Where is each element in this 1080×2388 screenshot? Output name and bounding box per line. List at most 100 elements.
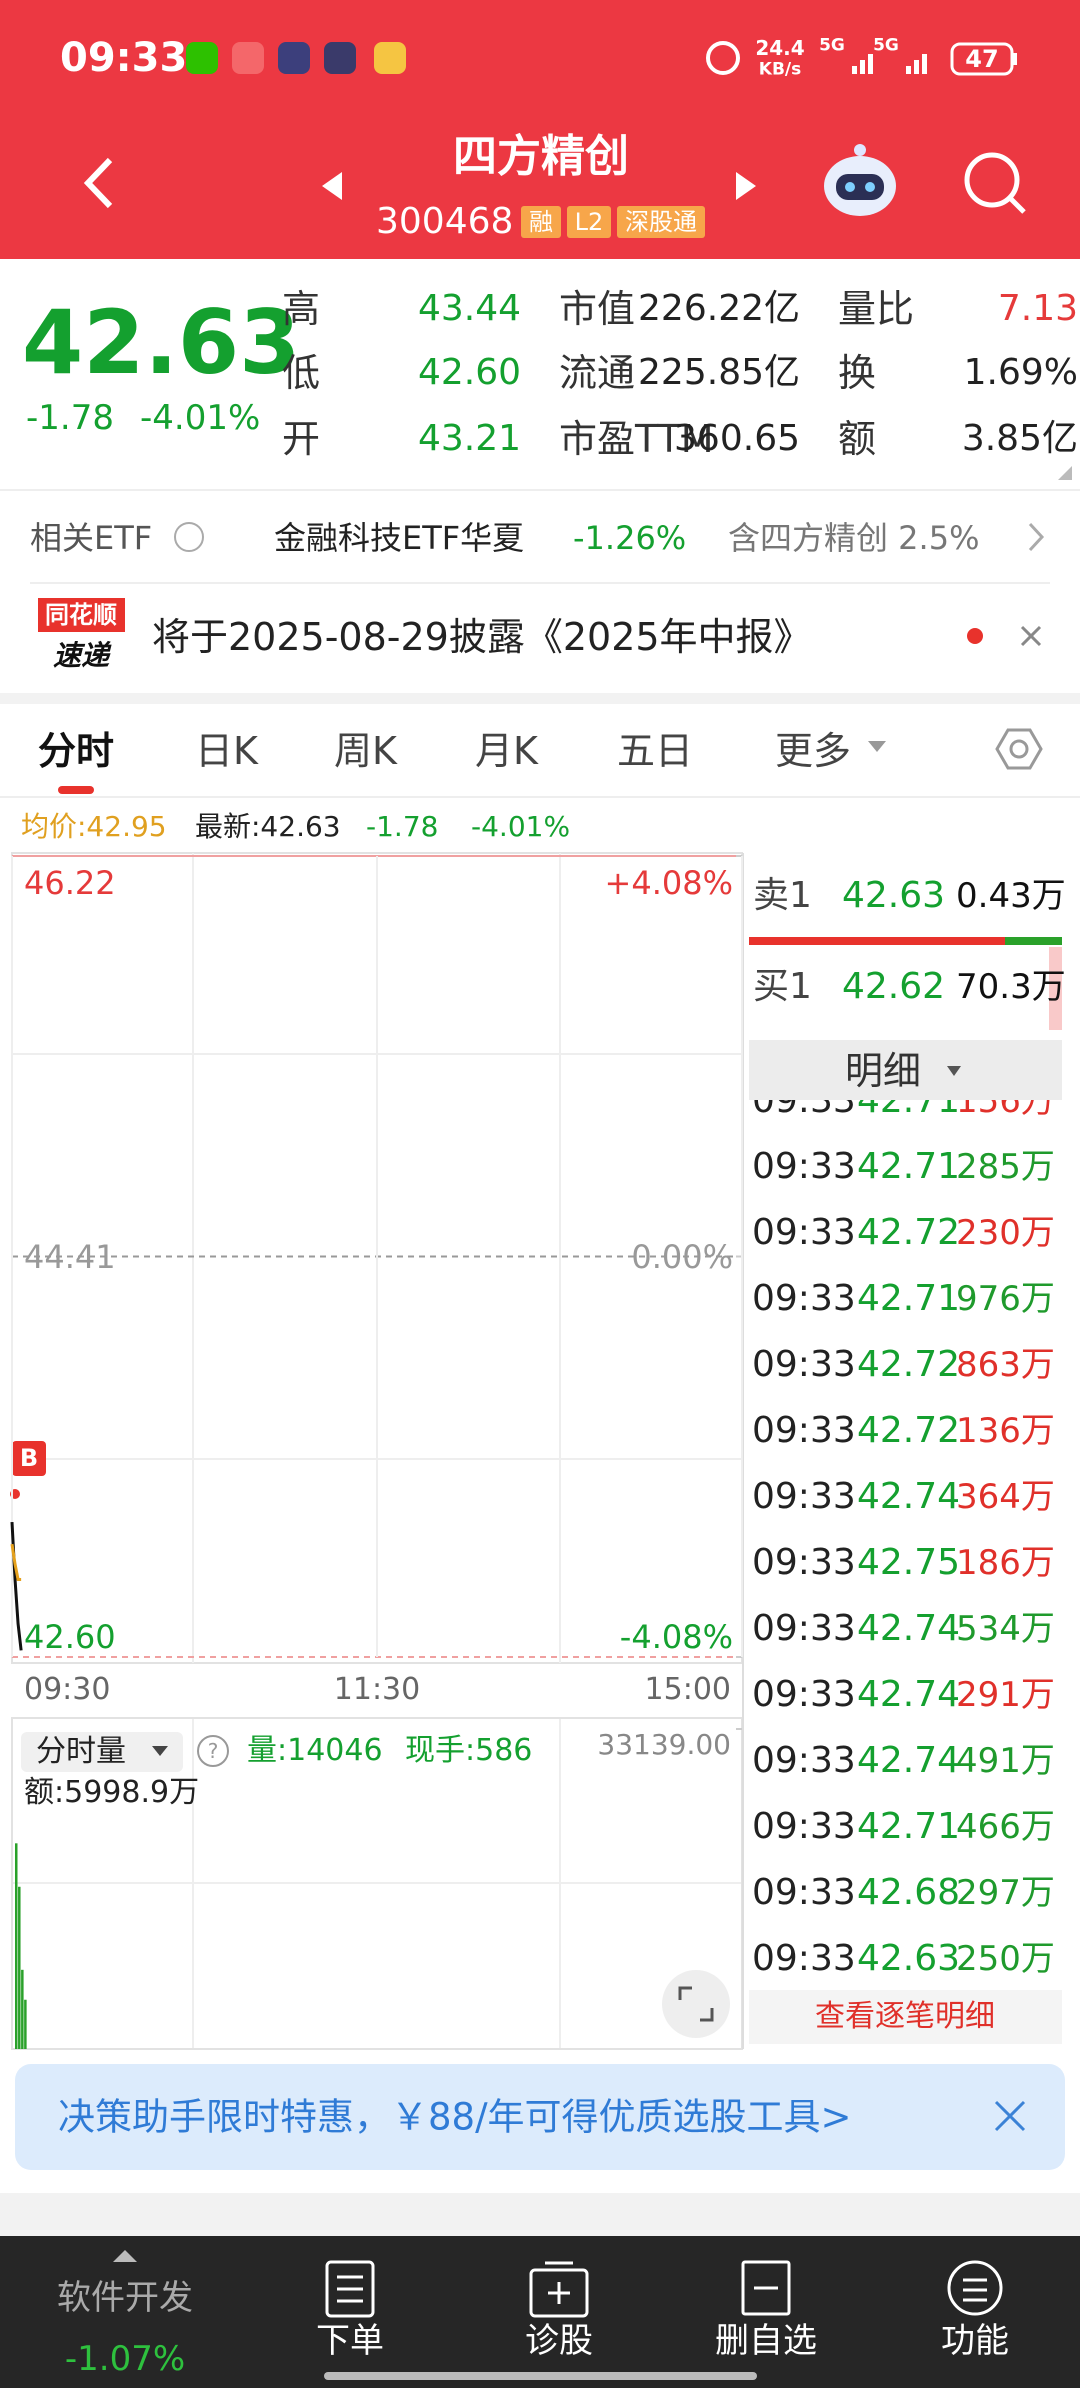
tab[interactable]: 月K — [475, 729, 538, 773]
trade-volume: 466万 — [956, 1807, 1055, 1847]
volume-panel-label[interactable]: 分时量 — [36, 1734, 126, 1769]
x-tick-label: 11:30 — [333, 1672, 421, 1707]
bid-label: 买1 — [753, 966, 812, 1007]
more-trades[interactable]: 查看逐笔明细 — [815, 1999, 995, 2034]
trade-volume: 291万 — [956, 1675, 1055, 1715]
trade-time: 09:33 — [752, 1278, 856, 1319]
y-tick-label: 46.22 — [24, 864, 116, 902]
trade-price: 42.72 — [857, 1344, 961, 1385]
stat-value: 360.65 — [674, 418, 800, 459]
trade-price: 42.71 — [857, 1146, 961, 1187]
trade-time: 09:33 — [752, 1344, 856, 1385]
etf-holding: 含四方精创 2.5% — [728, 519, 980, 557]
sector-name[interactable]: 软件开发 — [57, 2278, 193, 2318]
volume-bar — [21, 1969, 24, 2049]
stat-label: 开 — [282, 417, 321, 461]
ask-volume: 0.43万 — [956, 876, 1066, 916]
volume-bar — [24, 1999, 27, 2049]
detail-button[interactable]: 明细 — [844, 1049, 922, 1093]
nav-item[interactable]: 功能 — [941, 2321, 1009, 2361]
etf-label: 相关ETF — [30, 519, 153, 557]
stat-label: 市盈TTM — [559, 417, 714, 461]
trade-price: 42.63 — [857, 1938, 961, 1978]
price-line — [10, 1521, 23, 1651]
tab[interactable]: 日K — [195, 729, 258, 773]
y-tick-label: 42.60 — [24, 1618, 116, 1656]
trade-time: 09:33 — [752, 1212, 856, 1253]
trade-time: 09:33 — [752, 1608, 856, 1649]
trade-volume: 136万 — [956, 1411, 1055, 1451]
trade-time: 09:33 — [752, 1410, 856, 1451]
stat-label: 额 — [838, 417, 877, 461]
current-hand: 现手:586 — [405, 1733, 533, 1768]
buy-marker: B — [19, 1444, 39, 1472]
trade-time: 09:33 — [752, 1542, 856, 1583]
net-unit: KB/s — [758, 59, 802, 80]
notice-text[interactable]: 将于2025-08-29披露《2025年中报》 — [152, 615, 812, 659]
trade-volume: 863万 — [956, 1345, 1055, 1385]
trade-volume: 156万 — [956, 1100, 1055, 1121]
trade-price: 42.75 — [857, 1542, 961, 1583]
tab[interactable]: 分时 — [38, 729, 115, 773]
nav-item[interactable]: 删自选 — [715, 2321, 817, 2361]
trade-volume: 297万 — [956, 1873, 1055, 1913]
ask-price: 42.63 — [842, 875, 946, 916]
bid-price: 42.62 — [842, 966, 946, 1007]
amount: 额:5998.9万 — [24, 1775, 200, 1810]
logo-top: 同花顺 — [45, 601, 117, 629]
latest: 最新:42.63 — [195, 810, 341, 843]
signal: 5G — [873, 35, 899, 56]
tab[interactable]: 五日 — [617, 729, 694, 773]
trade-volume: 976万 — [956, 1279, 1055, 1319]
stat-label: 流通 — [559, 351, 636, 395]
badge: 深股通 — [625, 210, 697, 234]
trade-time: 09:33 — [752, 1674, 856, 1715]
trade-price: 42.71 — [857, 1100, 961, 1121]
nav-item[interactable]: 诊股 — [525, 2321, 593, 2361]
trade-volume: 230万 — [956, 1213, 1055, 1253]
stat-value: 226.22亿 — [638, 288, 800, 329]
trade-price: 42.72 — [857, 1212, 961, 1253]
trade-price: 42.71 — [857, 1278, 961, 1319]
nav-item[interactable]: 下单 — [316, 2321, 384, 2361]
promo-banner[interactable]: 决策助手限时特惠，￥88/年可得优质选股工具> — [58, 2095, 852, 2139]
stat-value: 43.44 — [417, 288, 521, 329]
trade-price: 42.71 — [857, 1806, 961, 1847]
trade-volume: 250万 — [956, 1939, 1055, 1978]
trade-price: 42.74 — [857, 1740, 961, 1781]
trade-list: 09:33 42.71 156万 09:33 42.71 285万 09:33 42.72 23… — [749, 1100, 1062, 1978]
volume-total: 量:14046 — [247, 1733, 383, 1768]
clock: 09:33 — [60, 35, 188, 81]
badge: 融 — [529, 208, 553, 236]
stock-code: 300468 — [376, 201, 514, 242]
sector-change: -1.07% — [64, 2339, 186, 2379]
trade-price: 42.74 — [857, 1476, 961, 1517]
trade-time: 09:33 — [752, 1872, 856, 1913]
battery: 47 — [965, 45, 999, 73]
ask-label: 卖1 — [753, 875, 812, 916]
tab[interactable]: 周K — [334, 729, 397, 773]
trade-time: 09:33 — [752, 1476, 856, 1517]
stat-label: 高 — [282, 287, 321, 331]
volume-bar — [15, 1843, 18, 2049]
trade-time: 09:33 — [752, 1100, 856, 1121]
x-tick-label: 15:00 — [644, 1672, 731, 1707]
y2-tick-label: +4.08% — [604, 864, 733, 902]
logo-bottom: 速递 — [52, 639, 110, 672]
svg-text:?: ? — [208, 1739, 219, 1763]
trade-time: 09:33 — [752, 1938, 856, 1978]
stat-value: 3.85亿 — [961, 418, 1078, 459]
trade-price: 42.74 — [857, 1608, 961, 1649]
badge: L2 — [574, 208, 604, 236]
stat-value: 1.69% — [963, 352, 1078, 393]
trade-volume: 364万 — [956, 1477, 1055, 1517]
x-tick-label: 09:30 — [24, 1672, 111, 1707]
etf-change: -1.26% — [573, 519, 687, 557]
etf-name[interactable]: 金融科技ETF华夏 — [274, 519, 525, 557]
net-speed: 24.4 — [755, 36, 805, 60]
tab[interactable]: 更多 — [775, 729, 852, 773]
stat-value: 42.60 — [417, 352, 521, 393]
trade-price: 42.72 — [857, 1410, 961, 1451]
